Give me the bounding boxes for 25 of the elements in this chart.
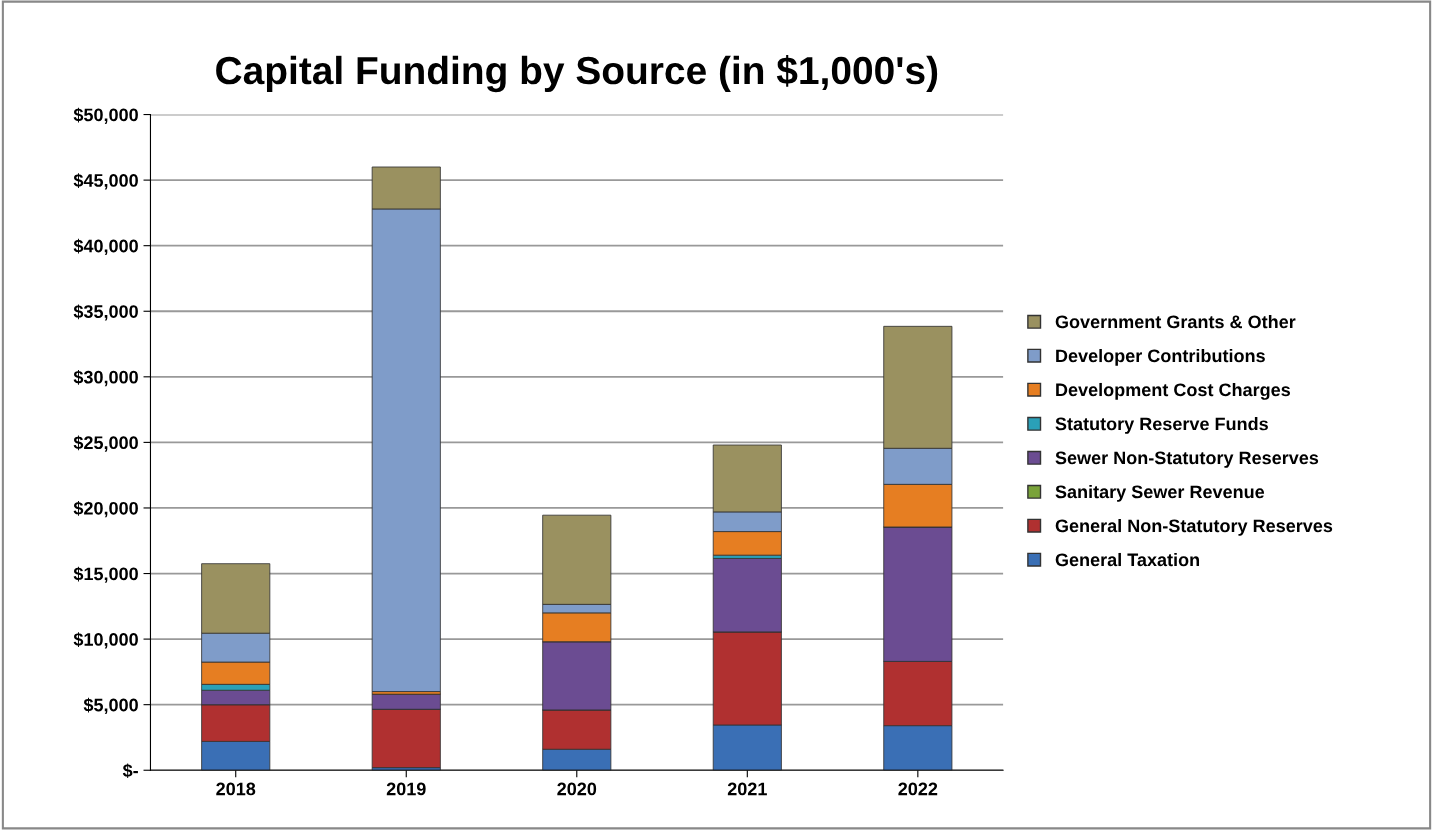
- legend-label: General Non-Statutory Reserves: [1055, 518, 1333, 536]
- y-tick-label: $20,000: [73, 501, 138, 518]
- x-tick-label: 2021: [727, 782, 767, 796]
- y-tick-label: $25,000: [73, 435, 138, 452]
- y-tick-label: $40,000: [73, 238, 138, 256]
- legend-label: General Taxation: [1055, 552, 1200, 567]
- legend-label: Sanitary Sewer Revenue: [1055, 484, 1265, 502]
- x-tick-label: 2018: [216, 782, 256, 796]
- y-tick-label: $15,000: [73, 566, 138, 583]
- legend-label: Development Cost Charges: [1056, 382, 1290, 400]
- x-tick-label: 2022: [898, 782, 938, 796]
- y-tick-label: $-: [122, 763, 138, 779]
- y-tick-label: $10,000: [73, 632, 138, 649]
- legend-label: Statutory Reserve Funds: [1055, 417, 1268, 434]
- y-tick-label: $50,000: [73, 107, 138, 124]
- x-tick-label: 2020: [557, 782, 597, 796]
- y-tick-label: $45,000: [73, 173, 138, 190]
- y-tick-label: $5,000: [83, 697, 138, 715]
- y-tick-label: $35,000: [73, 304, 138, 321]
- x-tick-label: 2019: [386, 782, 426, 796]
- chart-title: Capital Funding by Source (in $1,000's): [216, 55, 938, 93]
- y-tick-label: $30,000: [73, 369, 138, 387]
- legend-label: Government Grants & Other: [1055, 314, 1296, 329]
- legend-label: Sewer Non-Statutory Reserves: [1055, 451, 1319, 468]
- legend-label: Developer Contributions: [1056, 348, 1265, 366]
